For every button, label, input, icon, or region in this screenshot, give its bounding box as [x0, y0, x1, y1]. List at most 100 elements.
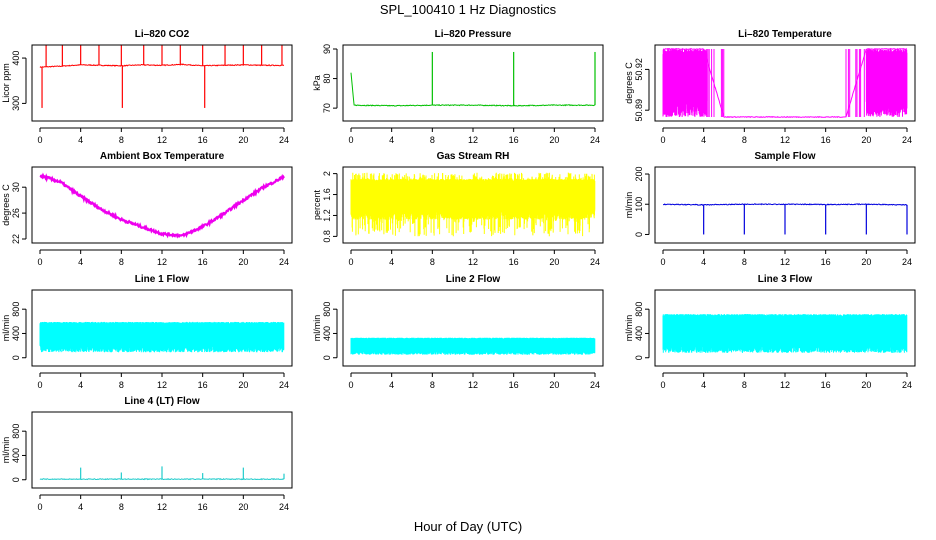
y-axis-label: ml/min [312, 315, 322, 342]
x-tick-label: 4 [78, 380, 83, 390]
x-tick-label: 20 [861, 380, 871, 390]
plot-area [350, 337, 596, 355]
x-tick-label: 4 [78, 502, 83, 512]
y-axis-label: degrees C [1, 184, 11, 226]
y-tick-label: 300 [11, 96, 21, 111]
data-band [662, 314, 908, 353]
x-axis: 0 4 8 12 16 20 24 [37, 372, 289, 390]
y-axis: 300 400 [11, 51, 27, 111]
x-tick-label: 16 [509, 380, 519, 390]
y-axis: 70 80 90 [322, 44, 338, 113]
x-tick-label: 20 [238, 135, 248, 145]
x-tick-label: 8 [742, 257, 747, 267]
x-tick-label: 20 [549, 380, 559, 390]
panel-title: Line 1 Flow [135, 274, 190, 285]
y-axis-label: ml/min [1, 437, 11, 464]
plot-frame [654, 289, 916, 367]
x-tick-label: 16 [509, 257, 519, 267]
x-tick-label: 0 [37, 502, 42, 512]
data-band [350, 172, 596, 237]
y-axis-label: percent [312, 189, 322, 220]
x-tick-label: 8 [119, 257, 124, 267]
y-tick-label: 1.2 [322, 209, 332, 222]
x-tick-label: 8 [430, 380, 435, 390]
y-tick-label: 0 [322, 355, 332, 360]
x-tick-label: 4 [389, 135, 394, 145]
chart-panel: Gas Stream RH percent 0 4 8 12 16 20 24 0.8 1.2 1.6… [312, 151, 604, 267]
x-tick-label: 24 [590, 135, 600, 145]
x-tick-label: 16 [198, 380, 208, 390]
plot-frame [342, 166, 604, 244]
x-tick-label: 12 [468, 257, 478, 267]
x-tick-label: 0 [348, 135, 353, 145]
y-tick-label: 50.89 [634, 99, 644, 122]
x-tick-label: 20 [549, 135, 559, 145]
chart-panel: Ambient Box Temperature degrees C 0 4 8 12 16 2… [1, 151, 293, 267]
x-tick-label: 4 [701, 135, 706, 145]
x-tick-label: 16 [198, 257, 208, 267]
x-tick-label: 8 [430, 257, 435, 267]
x-tick-label: 4 [389, 257, 394, 267]
y-axis: 0 400 800 [11, 424, 27, 482]
x-tick-label: 16 [821, 257, 831, 267]
y-tick-label: 0.8 [322, 230, 332, 243]
x-tick-label: 0 [660, 380, 665, 390]
x-tick-label: 0 [37, 135, 42, 145]
y-axis: 22 26 30 [11, 182, 27, 244]
panel-title: Li–820 Pressure [435, 29, 512, 40]
x-tick-label: 8 [119, 380, 124, 390]
plot-area [350, 172, 596, 237]
plot-area [39, 466, 285, 481]
data-band [39, 321, 285, 353]
x-tick-label: 8 [430, 135, 435, 145]
y-tick-label: 200 [634, 167, 644, 182]
y-tick-label: 90 [322, 44, 332, 54]
panel-title: Line 2 Flow [446, 274, 501, 285]
y-axis: 0.8 1.2 1.6 2 [322, 171, 338, 243]
chart-panel: Line 3 Flow ml/min 0 4 8 12 16 20 24 0 400 800 [624, 274, 916, 390]
y-tick-label: 0 [11, 477, 21, 482]
chart-panel: Li–820 Temperature degrees C 0 4 8 12 16 20 24 50… [624, 29, 916, 145]
data-band [662, 49, 708, 117]
x-axis: 0 4 8 12 16 20 24 [660, 127, 912, 145]
data-band [350, 337, 596, 355]
x-axis: 0 4 8 12 16 20 24 [348, 249, 600, 267]
y-tick-label: 2 [322, 171, 332, 176]
x-tick-label: 4 [78, 135, 83, 145]
x-tick-label: 12 [157, 257, 167, 267]
plot-area [350, 51, 596, 107]
chart-panel: Line 2 Flow ml/min 0 4 8 12 16 20 24 0 400 800 [312, 274, 604, 390]
x-tick-label: 24 [279, 380, 289, 390]
y-tick-label: 30 [11, 182, 21, 192]
plot-frame [654, 44, 916, 122]
y-tick-label: 22 [11, 234, 21, 244]
x-tick-label: 24 [590, 257, 600, 267]
y-tick-label: 400 [11, 326, 21, 341]
x-tick-label: 24 [279, 257, 289, 267]
plot-frame [31, 44, 293, 122]
y-tick-label: 0 [634, 232, 644, 237]
series-line [663, 203, 908, 206]
chart-panel: Line 1 Flow ml/min 0 4 8 12 16 20 24 0 400 800 [1, 274, 293, 390]
x-tick-label: 4 [78, 257, 83, 267]
panel-title: Line 3 Flow [758, 274, 813, 285]
x-tick-label: 8 [119, 135, 124, 145]
plot-area [39, 45, 285, 108]
y-tick-label: 800 [11, 302, 21, 317]
x-tick-label: 20 [238, 257, 248, 267]
x-axis: 0 4 8 12 16 20 24 [348, 127, 600, 145]
plot-frame [31, 411, 293, 489]
chart-panel: Li–820 Pressure kPa 0 4 8 12 16 20 24 70 80 90 [312, 29, 604, 145]
panel-title: Sample Flow [754, 151, 815, 162]
y-tick-label: 400 [634, 326, 644, 341]
x-axis: 0 4 8 12 16 20 24 [37, 249, 289, 267]
x-tick-label: 12 [780, 135, 790, 145]
x-axis-label: Hour of Day (UTC) [414, 519, 522, 534]
x-tick-label: 0 [660, 135, 665, 145]
x-tick-label: 8 [742, 135, 747, 145]
x-tick-label: 12 [157, 380, 167, 390]
x-tick-label: 20 [861, 135, 871, 145]
plot-area [662, 47, 908, 119]
x-tick-label: 4 [701, 257, 706, 267]
